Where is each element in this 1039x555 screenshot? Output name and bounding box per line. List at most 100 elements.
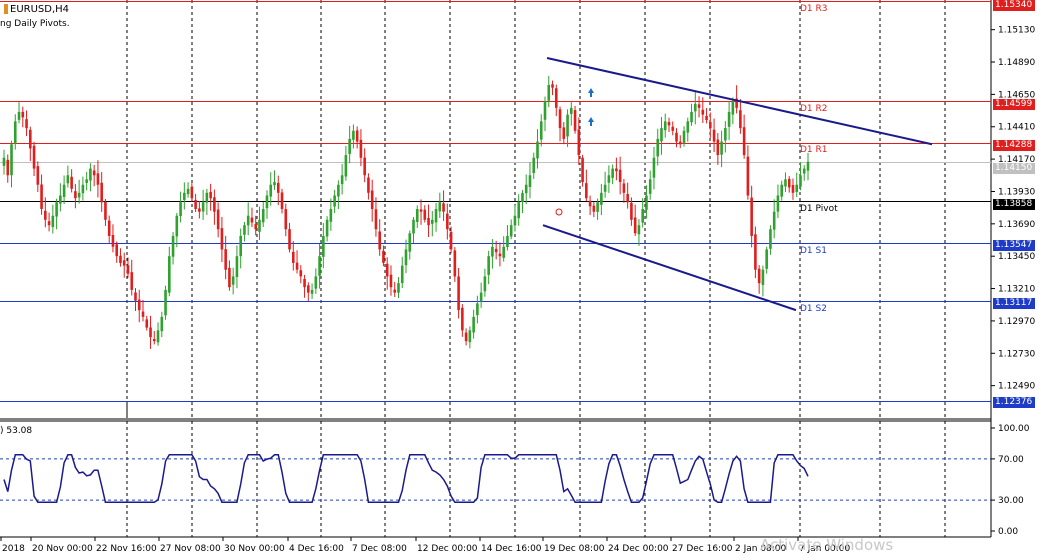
- candle-body-68: [258, 219, 261, 232]
- candle-body-144: [543, 101, 547, 120]
- signal-marker-icon: [555, 208, 563, 216]
- candle-body-214: [806, 161, 810, 171]
- candle-body-118: [446, 213, 449, 230]
- candle-body-23: [89, 168, 92, 181]
- price-box-low: 1.12376: [993, 397, 1035, 408]
- candle-body-175: [660, 128, 663, 142]
- candle-body-89: [337, 184, 340, 197]
- candle-body-11: [44, 210, 47, 220]
- candle-body-117: [442, 203, 445, 212]
- candle-body-127: [479, 292, 483, 302]
- candle-body-168: [633, 217, 637, 234]
- candle-body-3: [13, 121, 17, 144]
- candle-body-199: [750, 197, 753, 236]
- candle-body-64: [243, 225, 246, 235]
- price-box-s2: 1.13117: [993, 298, 1035, 309]
- candle-body-101: [382, 250, 385, 263]
- candle-body-201: [757, 268, 761, 284]
- candle-body-67: [254, 224, 258, 230]
- candle-body-94: [355, 130, 359, 142]
- time-tick-label-3: 27 Nov 08:00: [160, 544, 221, 554]
- candle-body-71: [269, 184, 273, 197]
- candle-body-155: [585, 183, 588, 199]
- candle-body-6: [25, 119, 28, 129]
- candle-body-151: [570, 107, 573, 114]
- candle-body-145: [547, 84, 551, 101]
- candle-body-35: [134, 292, 137, 301]
- candle-body-15: [59, 195, 62, 204]
- candle-body-70: [265, 195, 269, 209]
- candle-body-148: [558, 109, 562, 129]
- candle-body-96: [363, 157, 366, 176]
- price-tick-label-6: 1.13690: [998, 220, 1035, 230]
- candle-body-22: [85, 179, 88, 183]
- time-tick-label-8: 14 Dec 16:00: [481, 544, 542, 554]
- trendlines[interactable]: [542, 57, 933, 312]
- candle-body-54: [205, 192, 209, 203]
- candle-body-120: [453, 250, 457, 277]
- price-box-r3: 1.15340: [993, 0, 1035, 11]
- price-tick-label-4: 1.14170: [998, 155, 1035, 165]
- candle-body-143: [539, 121, 543, 140]
- candle-body-34: [130, 272, 134, 290]
- candle-body-119: [449, 231, 453, 250]
- indicator-title: ng Daily Pivots.: [0, 19, 70, 29]
- candle-body-87: [329, 209, 333, 222]
- candle-body-202: [761, 269, 765, 285]
- candle-body-137: [517, 202, 521, 219]
- rsi-tick-label-2: 30.00: [998, 496, 1024, 506]
- candle-body-33: [126, 265, 130, 274]
- candle-body-184: [693, 103, 697, 112]
- candle-body-206: [776, 195, 780, 212]
- candle-body-213: [802, 168, 806, 174]
- candle-body-165: [622, 183, 626, 193]
- candle-body-208: [784, 179, 787, 187]
- candle-body-49: [186, 188, 190, 195]
- candle-body-10: [40, 184, 43, 209]
- candle-body-99: [374, 209, 378, 230]
- candle-body-195: [735, 98, 738, 108]
- candle-body-39: [149, 327, 152, 338]
- buy-arrow-icon-1: [588, 88, 594, 97]
- candle-body-128: [483, 276, 487, 292]
- candle-body-139: [524, 184, 528, 194]
- candle-body-142: [536, 141, 539, 159]
- candle-body-138: [521, 192, 524, 202]
- candle-body-80: [303, 278, 306, 288]
- candle-body-132: [498, 253, 502, 257]
- trendline-upper: [546, 57, 933, 146]
- candle-body-178: [671, 126, 675, 131]
- candle-body-47: [179, 202, 182, 217]
- candle-body-161: [607, 175, 611, 183]
- candle-body-69: [261, 209, 265, 223]
- trade-arrows: [555, 88, 594, 216]
- candle-body-158: [596, 202, 599, 212]
- candle-body-149: [562, 127, 566, 139]
- candle-body-40: [152, 339, 156, 342]
- candle-body-188: [709, 122, 712, 129]
- candle-body-82: [310, 289, 314, 294]
- candle-body-2: [10, 144, 13, 176]
- candle-body-84: [318, 256, 321, 276]
- candle-body-55: [209, 191, 212, 199]
- time-tick-label-0: 2018: [2, 544, 25, 554]
- candle-body-115: [434, 209, 438, 223]
- candle-body-154: [581, 157, 584, 183]
- candlestick-series: [2, 75, 810, 349]
- candle-body-9: [36, 166, 40, 185]
- candle-body-114: [430, 219, 434, 224]
- candle-body-190: [716, 139, 720, 156]
- candle-body-74: [280, 192, 284, 209]
- time-tick-label-11: 27 Dec 16:00: [672, 544, 733, 554]
- candle-body-72: [273, 182, 276, 186]
- candle-body-43: [164, 289, 167, 316]
- price-tick-label-8: 1.13210: [998, 285, 1035, 295]
- candle-body-105: [397, 283, 400, 293]
- price-box-r1: 1.14288: [993, 140, 1035, 151]
- pivot-label-r3: D1 R3: [800, 4, 828, 14]
- candle-body-116: [438, 202, 442, 212]
- candle-body-160: [603, 184, 607, 192]
- rsi-title: ) 53.08: [0, 426, 33, 436]
